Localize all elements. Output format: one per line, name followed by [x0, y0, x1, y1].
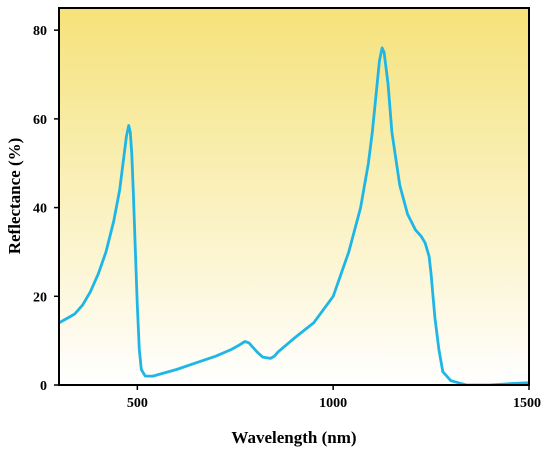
y-tick-label: 80 — [33, 24, 47, 39]
x-tick-label: 500 — [127, 396, 148, 411]
y-tick-label: 60 — [33, 113, 47, 128]
data-series — [59, 46, 529, 385]
x-axis-title: Wavelength (nm) — [231, 428, 356, 447]
y-tick-label: 40 — [33, 202, 47, 217]
plot-frame — [58, 7, 530, 386]
y-axis-title: Reflectance (%) — [5, 138, 24, 255]
y-axis-ticks: 0 20 40 60 80 — [33, 24, 59, 394]
x-axis-ticks: 500 1000 1500 — [127, 385, 541, 411]
reflectance-line — [59, 46, 529, 385]
plot-area-background — [59, 8, 529, 385]
y-tick-label: 20 — [33, 290, 47, 305]
x-tick-label: 1000 — [319, 396, 347, 411]
y-tick-label: 0 — [40, 379, 47, 394]
x-tick-label: 1500 — [513, 396, 541, 411]
